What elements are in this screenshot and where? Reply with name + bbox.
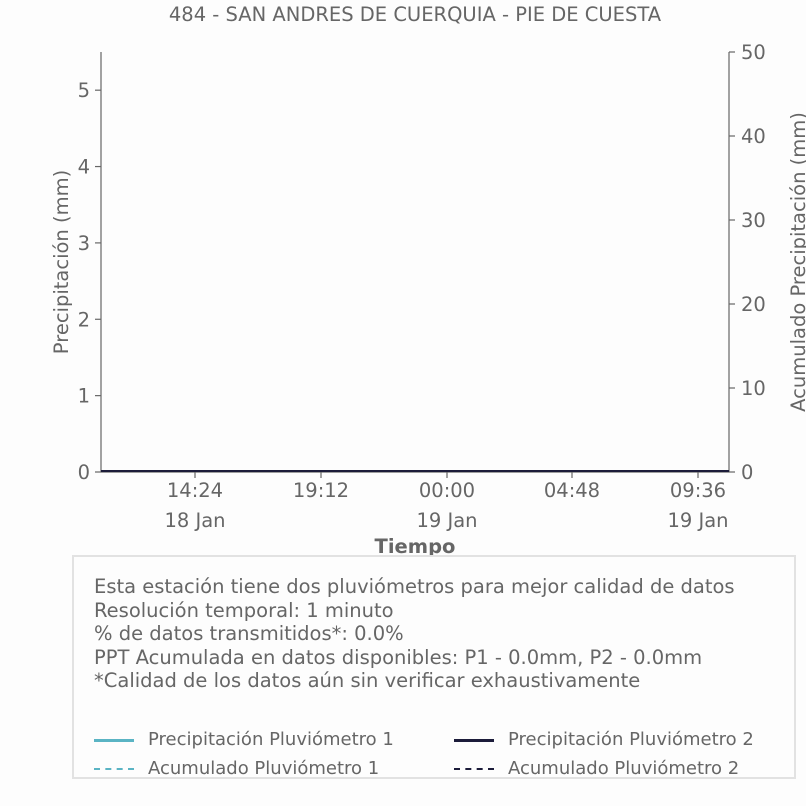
x-axis-label: Tiempo (375, 535, 456, 558)
legend: Precipitación Pluviómetro 1 Precipitació… (94, 729, 794, 789)
x-tick-label-date: 19 Jan (667, 509, 728, 532)
info-line-transmitted: % de datos transmitidos*: 0.0% (94, 622, 404, 645)
y-tick-label: 3 (78, 232, 90, 255)
y2-tick-label: 50 (741, 41, 766, 64)
x-tick-label-date: 19 Jan (416, 509, 477, 532)
x-tick-label-time: 09:36 (670, 479, 726, 502)
x-tick-label-time: 00:00 (419, 479, 475, 502)
y-axis-label: Precipitación (mm) (50, 170, 73, 354)
legend-label: Precipitación Pluviómetro 2 (508, 729, 754, 750)
legend-swatch (454, 739, 494, 742)
y-tick-label: 0 (78, 461, 90, 484)
x-tick-label-time: 14:24 (167, 479, 223, 502)
y2-tick-label: 0 (741, 461, 753, 484)
y2-tick-label: 20 (741, 293, 766, 316)
x-tick-label-time: 19:12 (293, 479, 349, 502)
info-line-resolution: Resolución temporal: 1 minuto (94, 598, 394, 622)
info-box: Esta estación tiene dos pluviómetros par… (72, 555, 796, 779)
legend-label: Precipitación Pluviómetro 1 (148, 729, 394, 750)
y-tick-label: 1 (78, 385, 90, 408)
legend-swatch (94, 739, 134, 742)
x-tick-label-date: 18 Jan (164, 509, 225, 532)
legend-label: Acumulado Pluviómetro 2 (508, 758, 740, 779)
info-line-accumulated: PPT Acumulada en datos disponibles: P1 -… (94, 645, 703, 669)
precipitation-chart: 484 - SAN ANDRES DE CUERQUIA - PIE DE CU… (50, 3, 806, 558)
info-line-stations: Esta estación tiene dos pluviómetros par… (94, 575, 735, 598)
info-line-quality-note: *Calidad de los datos aún sin verificar … (94, 669, 641, 692)
y2-tick-label: 10 (741, 377, 766, 400)
y-tick-label: 4 (78, 156, 90, 179)
legend-label: Acumulado Pluviómetro 1 (148, 758, 380, 779)
y2-tick-label: 40 (741, 125, 766, 148)
y2-axis-label: Acumulado Precipitación (mm) (787, 112, 806, 412)
x-tick-label-time: 04:48 (544, 479, 600, 502)
legend-swatch (94, 768, 134, 770)
y-tick-label: 5 (78, 79, 90, 102)
y2-tick-label: 30 (741, 209, 766, 232)
info-text: Esta estación tiene dos pluviómetros par… (94, 575, 735, 693)
chart-title: 484 - SAN ANDRES DE CUERQUIA - PIE DE CU… (169, 3, 662, 26)
legend-swatch (454, 768, 494, 770)
y-tick-label: 2 (78, 308, 90, 331)
